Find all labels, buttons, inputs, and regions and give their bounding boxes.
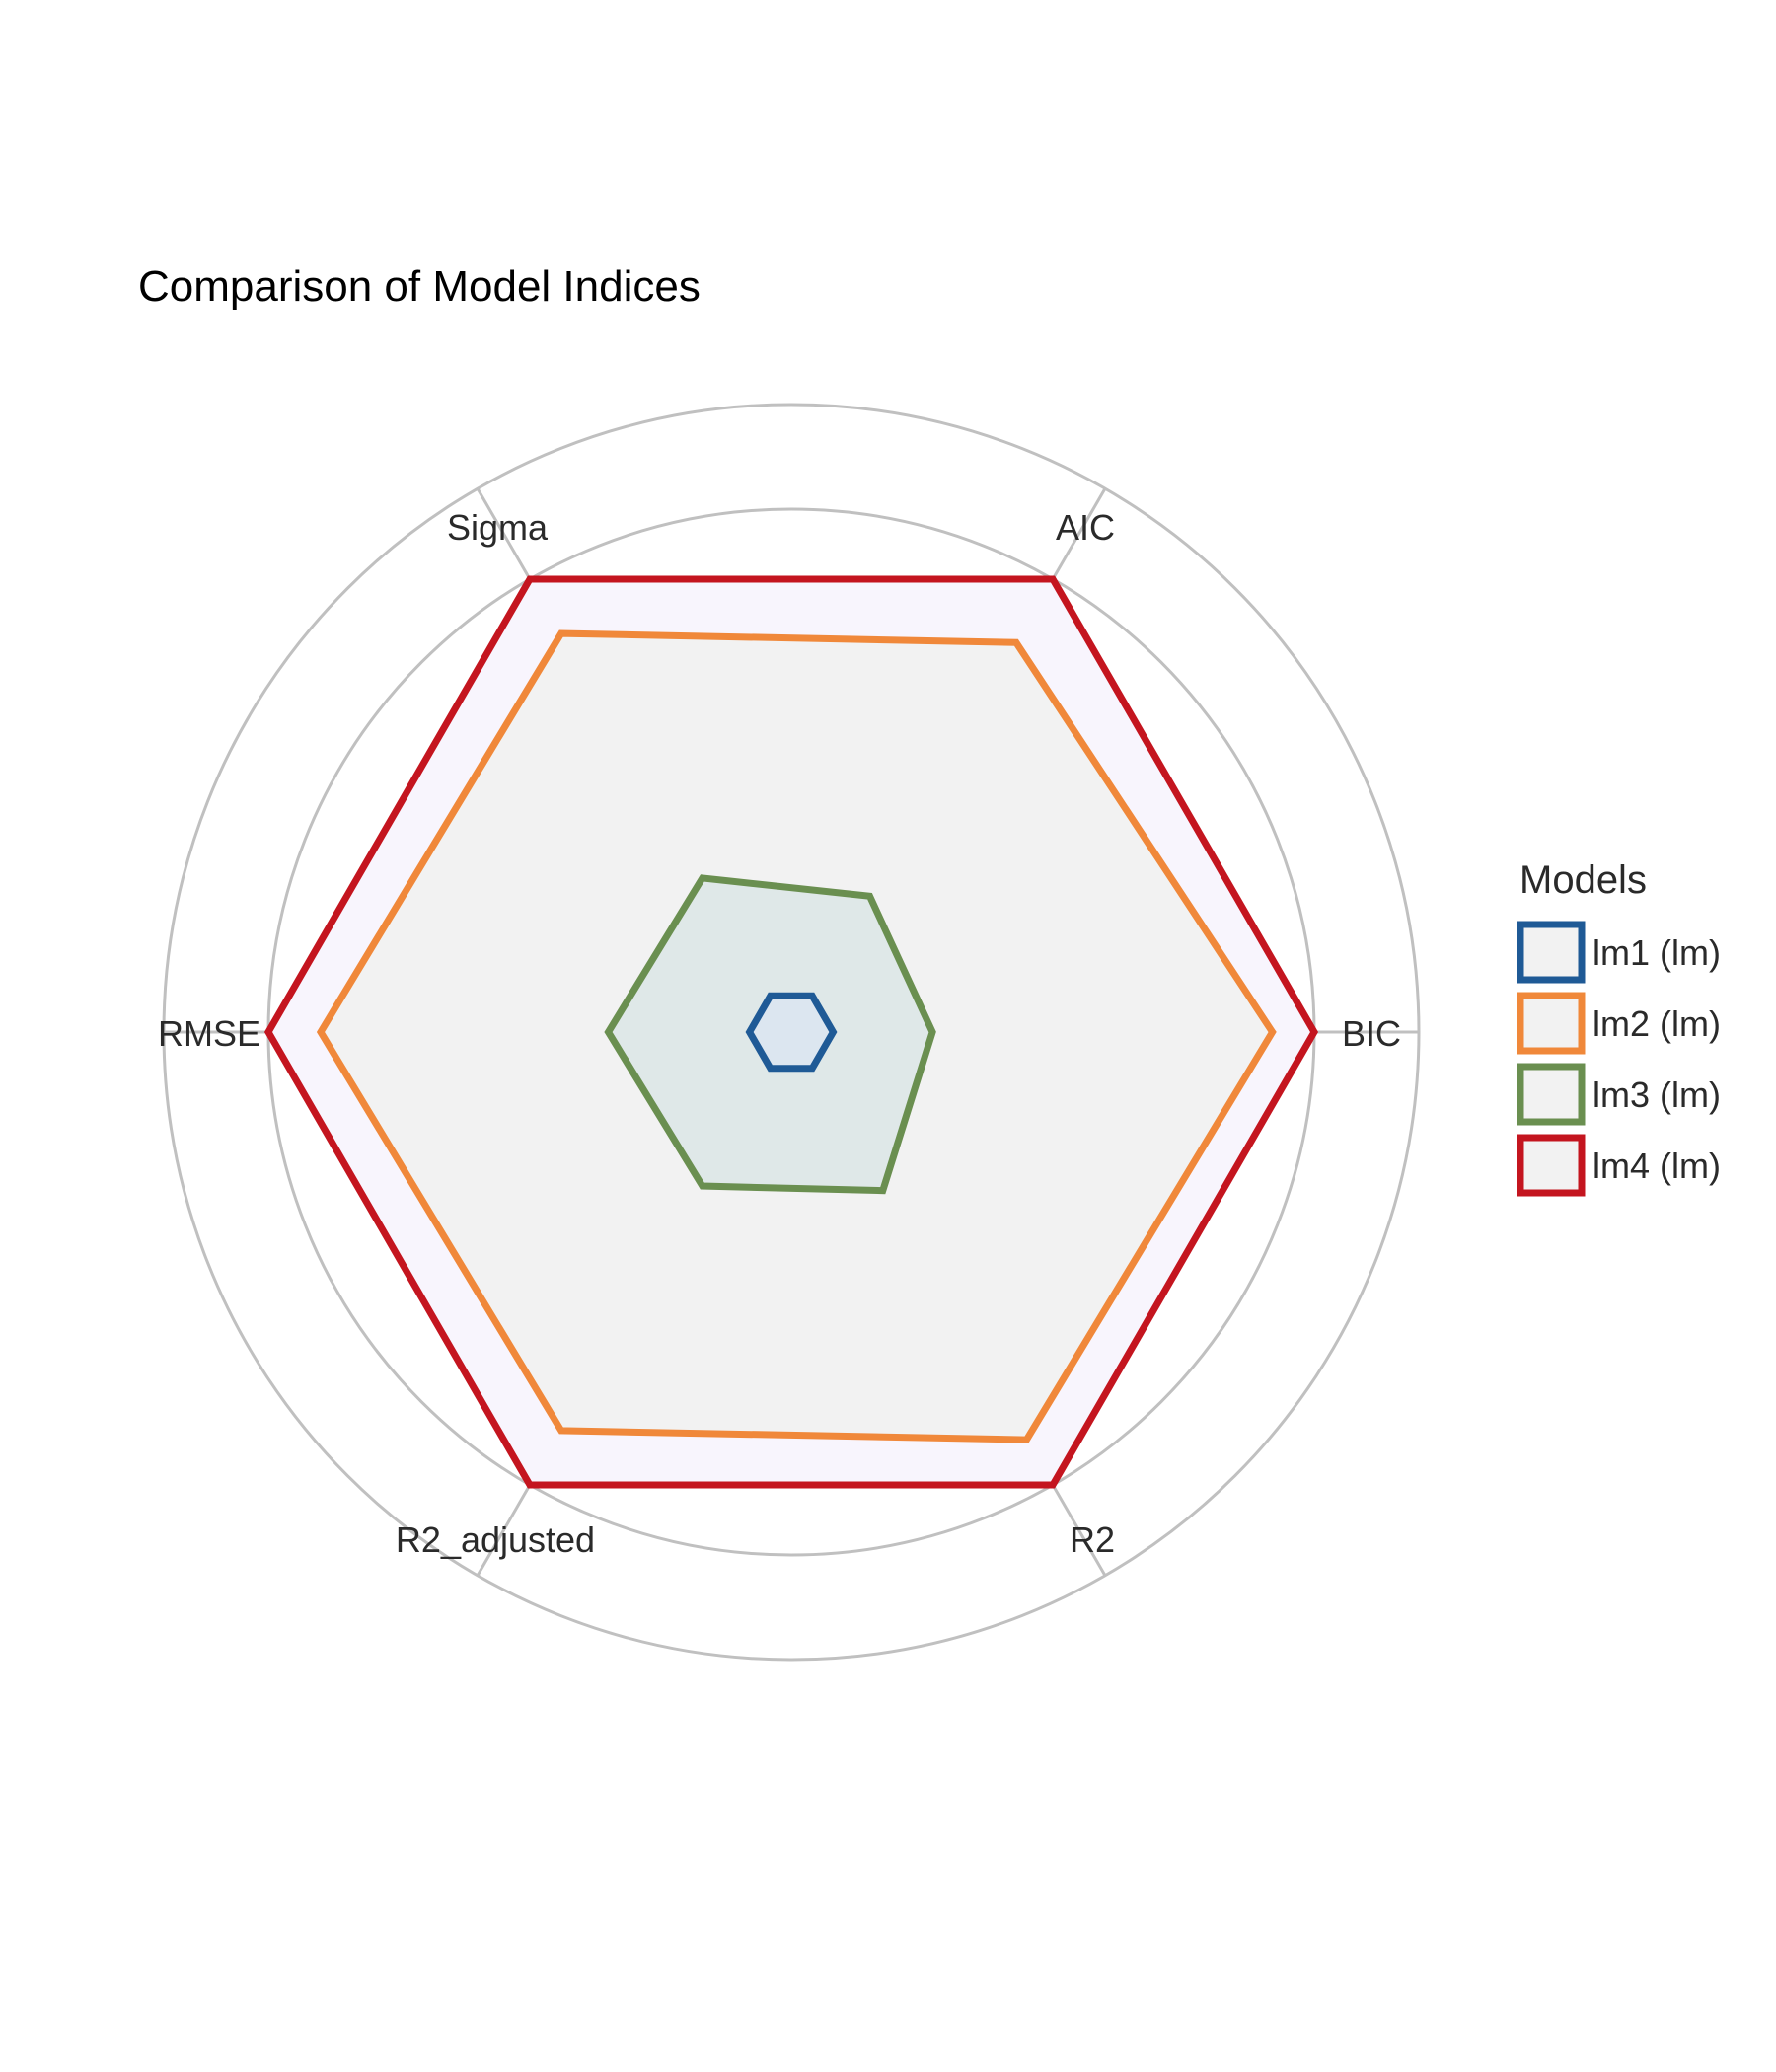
radar-series	[263, 575, 1319, 1489]
axis-label-r2-adjusted: R2_adjusted	[396, 1519, 595, 1560]
axis-label-bic: BIC	[1342, 1013, 1401, 1054]
legend-title: Models	[1519, 858, 1647, 902]
legend: Models lm1 (lm) lm2 (lm) lm3 (lm) lm4 (lm)	[1517, 858, 1721, 1197]
legend-swatch-1	[1517, 921, 1586, 984]
series-outline-2	[316, 629, 1277, 1443]
legend-swatch-2	[1517, 992, 1586, 1055]
axis-label-r2: R2	[1070, 1519, 1115, 1560]
legend-swatch-4	[1517, 1134, 1586, 1197]
axis-labels: BIC AIC Sigma RMSE R2_adjusted R2	[158, 507, 1401, 1560]
series-outline-4	[263, 575, 1319, 1489]
legend-swatch-3	[1517, 1063, 1586, 1126]
series-outline-3	[604, 874, 936, 1195]
legend-label-3: lm3 (lm)	[1592, 1074, 1721, 1115]
legend-label-1: lm1 (lm)	[1592, 932, 1721, 973]
series-outline-1	[745, 992, 838, 1073]
chart-title: Comparison of Model Indices	[138, 262, 701, 311]
legend-label-4: lm4 (lm)	[1592, 1146, 1721, 1186]
legend-label-2: lm2 (lm)	[1592, 1003, 1721, 1044]
axis-label-rmse: RMSE	[158, 1013, 260, 1054]
axis-label-aic: AIC	[1056, 507, 1115, 548]
series-area-1	[749, 996, 834, 1069]
axis-label-sigma: Sigma	[447, 507, 549, 548]
